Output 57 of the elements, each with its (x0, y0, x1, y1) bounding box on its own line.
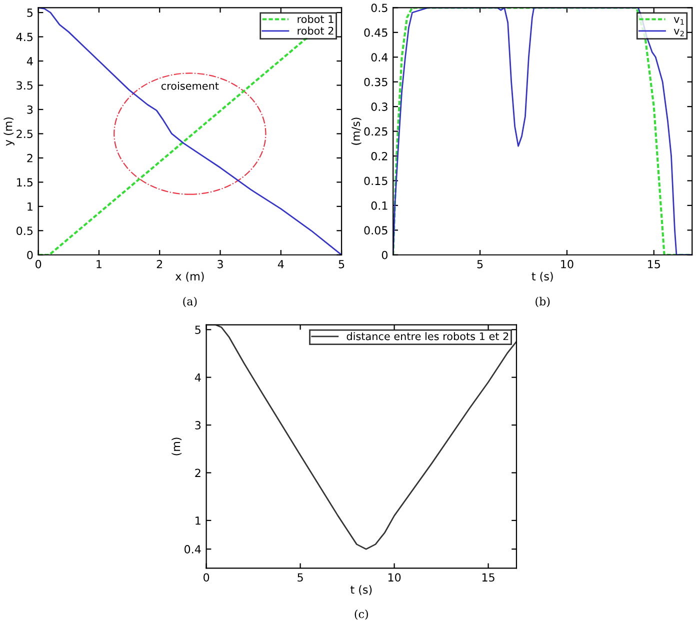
y-tick-label: 2.5 (16, 130, 33, 138)
y-tick-label: 0.25 (364, 127, 388, 136)
x-tick-label: 5 (298, 573, 303, 582)
annotation: croisement (161, 82, 219, 90)
y-tick-label: 2 (27, 154, 32, 162)
y-tick-label: 3.5 (16, 81, 33, 90)
y-tick-label: 0.5 (371, 4, 388, 12)
y-tick-label: 1 (28, 202, 32, 211)
x-axis-title: x (m) (175, 272, 204, 282)
y-axis-title: (m/s) (351, 118, 362, 145)
x-tick-label: 0 (36, 260, 42, 268)
x-axis-title: t (s) (532, 272, 553, 282)
x-tick-label: 5 (477, 260, 483, 268)
y-tick-label: 0 (382, 250, 388, 260)
y-tick-label: 3 (27, 105, 33, 114)
legend-label: robot 1 (298, 14, 334, 24)
x-tick-label: 15 (482, 573, 494, 582)
y-tick-label: 0.1 (371, 201, 388, 210)
y-tick-label: 2 (195, 468, 200, 477)
x-tick-label: 4 (278, 260, 284, 268)
x-tick-label: 3 (218, 260, 223, 268)
y-tick-label: 5 (195, 326, 200, 334)
y-tick-label: 0.05 (364, 226, 388, 235)
legend-label: robot 2 (298, 26, 334, 35)
x-tick-label: 2 (156, 260, 162, 268)
line-series (38, 8, 342, 255)
y-tick-label: 0 (27, 250, 33, 260)
text: (a) (183, 296, 197, 308)
y-tick-label: 4 (194, 373, 201, 382)
legend-label: v$_{2}$ (674, 28, 684, 36)
y-tick-label: 0.15 (364, 176, 388, 186)
y-tick-label: 4.5 (16, 32, 33, 42)
text: (b) (536, 296, 550, 308)
x-tick-label: 15 (648, 260, 660, 268)
x-tick-label: 5 (338, 260, 344, 268)
y-tick-label: 0.4 (371, 53, 388, 62)
y-tick-label: 0.2 (371, 152, 388, 160)
legend-label: v$_{1}$ (674, 17, 684, 25)
y-tick-label: 1.5 (17, 178, 33, 187)
y-tick-label: 0.45 (364, 28, 388, 37)
y-axis-title: (m) (172, 438, 182, 456)
y-tick-label: 0.4 (184, 545, 201, 554)
legend-label: distance entre les robots 1 et 2 (346, 332, 508, 340)
y-tick-label: 3 (195, 421, 201, 430)
x-tick-label: 0 (204, 573, 210, 582)
x-tick-label: 10 (561, 260, 574, 268)
y-tick-label: 1 (196, 516, 200, 525)
y-tick-label: 0.35 (364, 78, 388, 86)
y-tick-label: 4 (26, 57, 33, 66)
x-axis-title: t (s) (350, 585, 372, 596)
y-tick-label: 0.5 (16, 226, 33, 236)
y-axis-title: y (m) (4, 117, 14, 146)
text: (c) (354, 610, 368, 620)
y-tick-label: 0.3 (371, 102, 388, 111)
x-tick-label: 10 (388, 573, 401, 582)
y-tick-label: 5 (27, 8, 33, 17)
x-tick-label: 1 (96, 260, 102, 268)
